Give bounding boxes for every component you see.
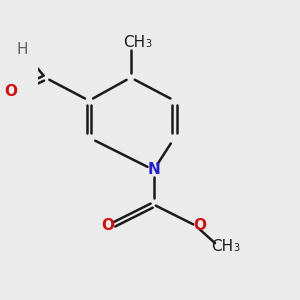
Text: N: N [147,163,160,178]
Text: 3: 3 [146,39,152,49]
Text: O: O [101,218,114,233]
Text: 3: 3 [233,243,239,253]
Text: CH: CH [211,239,233,254]
Text: O: O [194,218,206,233]
Text: CH: CH [123,35,145,50]
Text: H: H [16,42,28,57]
Text: O: O [4,84,17,99]
